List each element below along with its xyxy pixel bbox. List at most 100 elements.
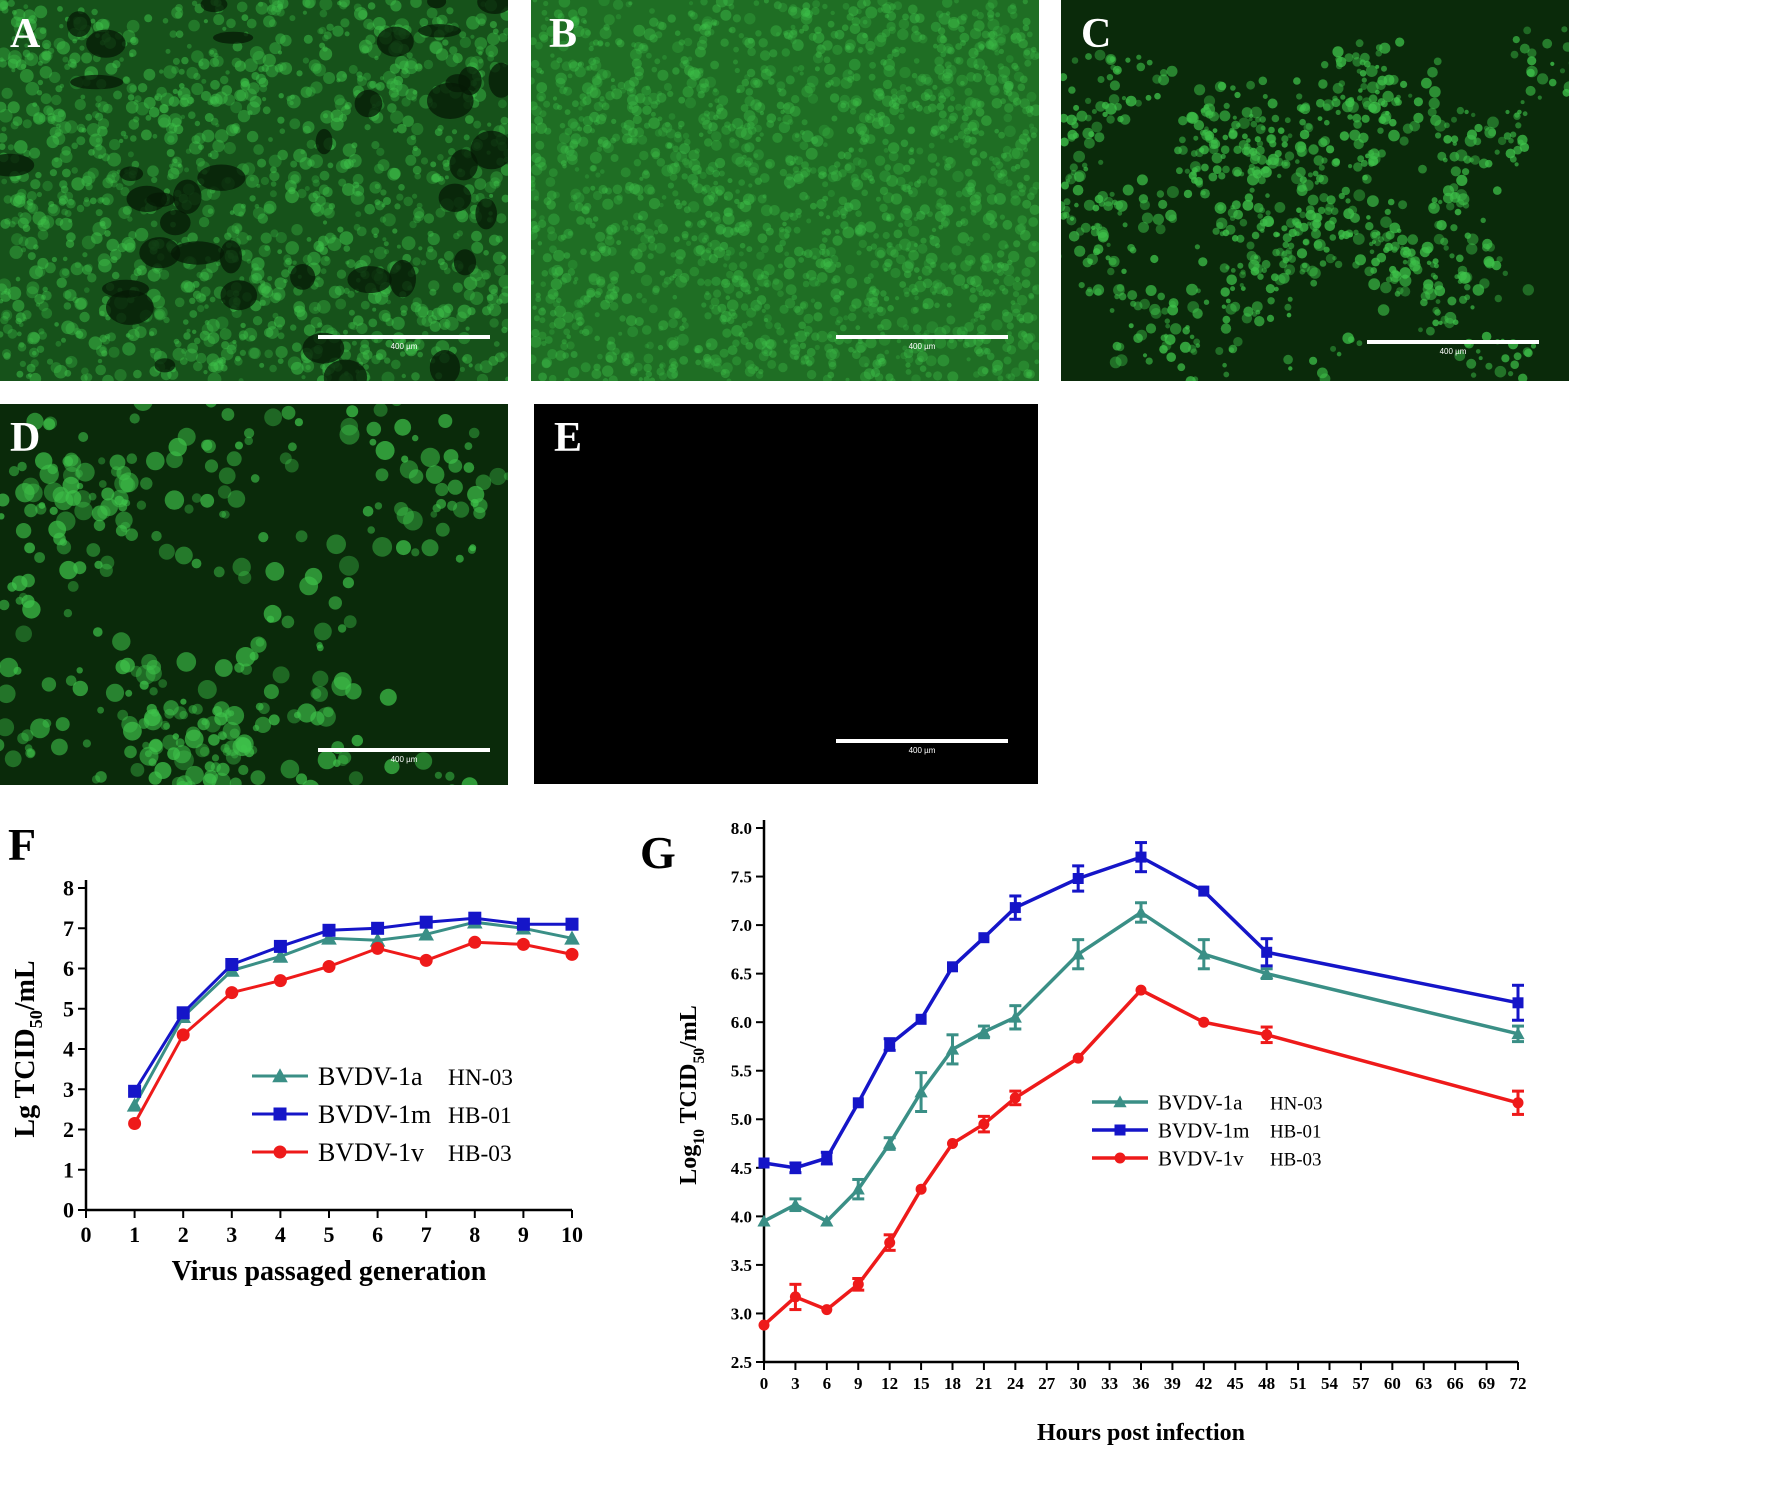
fluorescent-cell <box>1076 110 1088 122</box>
fluorescent-cell <box>669 173 678 181</box>
dark-gap <box>119 166 144 181</box>
fluorescent-cell <box>118 502 128 512</box>
fluorescent-cell <box>880 318 892 331</box>
fluorescent-cell <box>80 94 86 100</box>
fluorescent-cell <box>938 225 943 230</box>
fluorescent-cell <box>866 115 872 121</box>
fluorescent-cell <box>177 87 191 101</box>
fluorescent-cell <box>496 213 507 224</box>
fluorescent-cell <box>0 108 13 123</box>
fluorescent-cell <box>200 268 213 281</box>
fluorescent-cell <box>463 462 475 473</box>
fluorescent-cell <box>27 252 36 261</box>
fluorescent-cell <box>12 10 17 15</box>
fluorescent-cell <box>806 75 819 88</box>
fluorescent-cell <box>957 131 966 139</box>
fluorescent-cell <box>336 71 348 82</box>
fluorescent-cell <box>373 338 379 343</box>
dark-gap <box>219 240 242 274</box>
fluorescent-cell <box>643 122 651 129</box>
fluorescent-cell <box>90 18 96 24</box>
fluorescent-cell <box>935 243 941 249</box>
fluorescent-cell <box>937 354 950 367</box>
fluorescent-cell <box>76 123 86 133</box>
fluorescent-cell <box>59 217 73 231</box>
fluorescent-cell <box>1360 83 1368 90</box>
fluorescent-cell <box>598 99 607 108</box>
fluorescent-cell <box>746 246 753 253</box>
fluorescent-cell <box>800 302 807 309</box>
fluorescent-cell <box>545 294 556 304</box>
fluorescent-cell <box>1214 202 1227 214</box>
fluorescent-cell <box>0 513 5 520</box>
fluorescent-cell <box>883 296 890 302</box>
fluorescent-cell <box>972 73 983 83</box>
series-bvdv-1v <box>758 984 1524 1331</box>
fluorescent-cell <box>908 181 914 187</box>
fluorescent-cell <box>791 294 798 301</box>
fluorescent-cell <box>549 329 555 335</box>
fluorescent-cell <box>246 258 252 264</box>
fluorescent-cell <box>501 326 508 334</box>
fluorescent-cell <box>160 720 170 731</box>
fluorescent-cell <box>156 86 167 98</box>
fluorescent-cell <box>894 46 900 53</box>
fluorescent-cell <box>938 110 947 119</box>
fluorescent-cell <box>1390 241 1400 251</box>
fluorescent-cell <box>858 239 867 249</box>
fluorescent-cell <box>70 61 77 69</box>
fluorescent-cell <box>1065 173 1077 185</box>
micrograph-d: D 400 µm <box>0 404 508 785</box>
fluorescent-cell <box>886 214 892 220</box>
y-tick-label: 1 <box>63 1157 74 1182</box>
fluorescent-cell <box>194 120 201 127</box>
fluorescent-cell <box>907 101 916 110</box>
fluorescent-cell <box>1065 178 1071 183</box>
fluorescent-cell <box>204 769 218 784</box>
fluorescent-cell <box>1319 193 1329 203</box>
fluorescent-cell <box>1501 354 1510 363</box>
fluorescent-cell <box>1106 74 1114 81</box>
fluorescent-cell <box>639 150 649 161</box>
fluorescent-cell <box>839 290 845 296</box>
fluorescent-cell <box>16 370 24 378</box>
fluorescent-cell <box>107 332 116 342</box>
fluorescent-cell <box>806 218 812 224</box>
fluorescent-cell <box>414 172 422 180</box>
fluorescent-cell <box>405 154 417 166</box>
fluorescent-cell <box>803 313 814 324</box>
fluorescent-cell <box>709 239 721 251</box>
fluorescent-cell <box>84 287 90 293</box>
fluorescent-cell <box>0 738 5 752</box>
fluorescent-cell <box>800 355 810 365</box>
fluorescent-cell <box>592 77 603 88</box>
fluorescent-cell <box>954 0 959 4</box>
fluorescent-cell <box>1353 162 1363 172</box>
fluorescent-cell <box>941 204 953 217</box>
fluorescent-cell <box>38 502 46 509</box>
fluorescent-cell <box>1012 291 1020 298</box>
fluorescent-cell <box>302 121 315 134</box>
fluorescent-cell <box>109 139 121 151</box>
fluorescent-cell <box>1233 169 1241 177</box>
fluorescent-cell <box>803 249 813 258</box>
fluorescent-cell <box>971 280 977 286</box>
fluorescent-cell <box>0 599 10 611</box>
fluorescent-cell <box>1199 145 1209 155</box>
fluorescent-cell <box>339 424 360 445</box>
fluorescent-cell <box>713 363 723 373</box>
fluorescent-cell <box>795 208 802 215</box>
panel-label-c: C <box>1081 11 1112 57</box>
fluorescent-cell <box>1266 314 1275 322</box>
fluorescent-cell <box>659 363 664 368</box>
fluorescent-cell <box>681 158 690 166</box>
fluorescent-cell <box>1251 231 1260 240</box>
fluorescent-cell <box>262 106 271 115</box>
fluorescent-cell <box>890 267 901 279</box>
fluorescent-cell <box>308 59 321 72</box>
fluorescent-cell <box>435 522 450 537</box>
dark-gap <box>488 62 508 98</box>
fluorescent-cell <box>125 101 139 114</box>
fluorescent-cell <box>1161 340 1172 351</box>
fluorescent-cell <box>913 267 920 273</box>
